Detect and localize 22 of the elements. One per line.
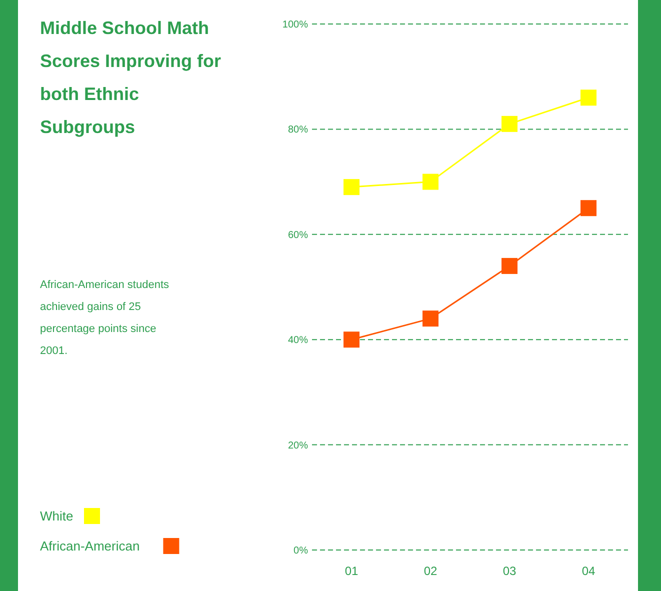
y-tick-label: 0%: [294, 546, 308, 556]
point: [502, 116, 518, 132]
point: [580, 90, 596, 106]
y-tick-label: 80%: [288, 124, 308, 136]
y-tick-label: 40%: [288, 335, 308, 346]
x-tick-label: 04: [582, 564, 596, 578]
y-tick-label: 60%: [288, 230, 308, 241]
point: [344, 179, 360, 196]
point: [344, 332, 360, 348]
point: [422, 174, 438, 190]
x-tick-label: 01: [344, 564, 358, 578]
text: African-American students achieved gains of 25 percentage points since 2001.: [40, 279, 170, 357]
text: Middle School Math Scores Improving for both Ethnic Subgroups: [40, 18, 222, 137]
legend-label: African-American: [40, 538, 140, 554]
legend-label: White: [40, 508, 74, 524]
x-tick-label: 02: [424, 564, 438, 578]
point: [580, 200, 596, 216]
point: [502, 258, 518, 274]
y-tick-label: 100%: [282, 20, 308, 30]
x-tick-label: 03: [502, 564, 516, 578]
point: [422, 310, 438, 327]
y-tick-label: 20%: [288, 440, 308, 452]
